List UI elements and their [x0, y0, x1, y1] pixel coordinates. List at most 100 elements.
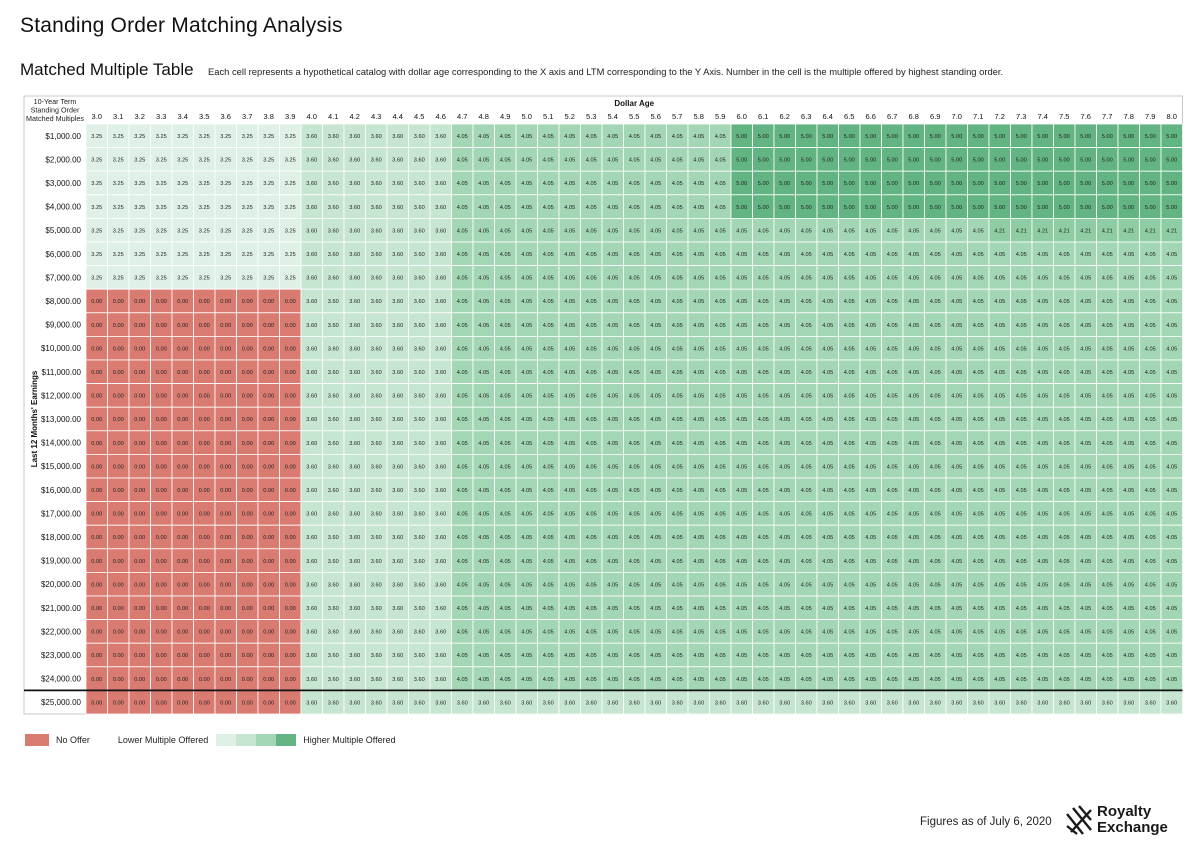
- cell-value-label: 4.05: [1145, 606, 1156, 612]
- cell-value-label: 0.00: [113, 653, 124, 659]
- cell-value-label: 4.05: [715, 181, 726, 187]
- y-tick-label: $1,000.00: [45, 132, 81, 141]
- cell-value-label: 4.05: [1102, 464, 1113, 470]
- cell-value-label: 0.00: [199, 606, 210, 612]
- cell-value-label: 4.05: [521, 559, 532, 565]
- cell-value-label: 0.00: [113, 559, 124, 565]
- cell-value-label: 4.05: [887, 370, 898, 376]
- cell-value-label: 4.05: [672, 370, 683, 376]
- cell-value-label: 4.05: [521, 488, 532, 494]
- cell-value-label: 4.05: [1016, 370, 1027, 376]
- cell-value-label: 4.05: [457, 559, 468, 565]
- x-tick-label: 6.0: [737, 112, 747, 121]
- cell-value-label: 4.05: [672, 488, 683, 494]
- cell-value-label: 3.60: [306, 346, 317, 352]
- cell-value-label: 4.05: [586, 653, 597, 659]
- cell-value-label: 3.25: [91, 158, 102, 164]
- cell-value-label: 4.05: [607, 417, 618, 423]
- cell-value-label: 4.05: [564, 512, 575, 518]
- cell-value-label: 4.21: [1166, 228, 1177, 234]
- cell-value-label: 3.60: [414, 488, 425, 494]
- cell-value-label: 0.00: [285, 700, 296, 706]
- cell-value-label: 0.00: [199, 417, 210, 423]
- cell-value-label: 5.00: [844, 181, 855, 187]
- cell-value-label: 3.60: [371, 346, 382, 352]
- cell-value-label: 3.60: [328, 464, 339, 470]
- cell-value-label: 0.00: [263, 559, 274, 565]
- cell-value-label: 3.60: [306, 653, 317, 659]
- cell-value-label: 4.05: [500, 677, 511, 683]
- cell-value-label: 4.05: [1080, 394, 1091, 400]
- cell-value-label: 4.05: [1037, 512, 1048, 518]
- cell-value-label: 0.00: [91, 512, 102, 518]
- cell-value-label: 5.00: [736, 134, 747, 140]
- cell-value-label: 0.00: [156, 299, 167, 305]
- cell-value-label: 3.25: [242, 276, 253, 282]
- cell-value-label: 4.05: [629, 417, 640, 423]
- cell-value-label: 4.05: [736, 276, 747, 282]
- x-tick-label: 4.9: [500, 112, 510, 121]
- cell-value-label: 0.00: [220, 535, 231, 541]
- cell-value-label: 4.05: [887, 323, 898, 329]
- cell-value-label: 3.25: [177, 252, 188, 258]
- cell-value-label: 0.00: [156, 677, 167, 683]
- cell-value-label: 4.05: [865, 346, 876, 352]
- cell-value-label: 3.25: [156, 181, 167, 187]
- cell-value-label: 4.05: [1037, 441, 1048, 447]
- cell-value-label: 4.05: [672, 299, 683, 305]
- cell-value-label: 4.05: [758, 323, 769, 329]
- cell-value-label: 4.05: [865, 488, 876, 494]
- cell-value-label: 4.05: [951, 606, 962, 612]
- cell-value-label: 3.25: [220, 181, 231, 187]
- cell-value-label: 4.05: [758, 370, 769, 376]
- cell-value-label: 4.05: [1145, 512, 1156, 518]
- cell-value-label: 4.05: [607, 677, 618, 683]
- cell-value-label: 0.00: [134, 394, 145, 400]
- x-tick-label: 7.7: [1102, 112, 1112, 121]
- cell-value-label: 0.00: [91, 417, 102, 423]
- cell-value-label: 4.05: [1059, 394, 1070, 400]
- x-tick-label: 5.3: [586, 112, 596, 121]
- cell-value-label: 3.25: [199, 205, 210, 211]
- cell-value-label: 3.25: [177, 205, 188, 211]
- cell-value-label: 5.00: [1016, 158, 1027, 164]
- cell-value-label: 5.00: [779, 134, 790, 140]
- cell-value-label: 4.05: [801, 559, 812, 565]
- cell-value-label: 4.05: [672, 205, 683, 211]
- cell-value-label: 0.00: [285, 582, 296, 588]
- cell-value-label: 5.00: [1145, 181, 1156, 187]
- cell-value-label: 3.60: [306, 181, 317, 187]
- cell-value-label: 3.60: [349, 582, 360, 588]
- cell-value-label: 3.60: [371, 582, 382, 588]
- cell-value-label: 0.00: [113, 700, 124, 706]
- cell-value-label: 4.05: [908, 535, 919, 541]
- cell-value-label: 4.05: [1059, 559, 1070, 565]
- cell-value-label: 4.05: [801, 653, 812, 659]
- cell-value-label: 4.05: [951, 394, 962, 400]
- y-tick-label: $12,000.00: [41, 391, 82, 400]
- cell-value-label: 0.00: [199, 512, 210, 518]
- cell-value-label: 3.60: [435, 323, 446, 329]
- cell-value-label: 4.05: [500, 323, 511, 329]
- cell-value-label: 4.05: [715, 464, 726, 470]
- cell-value-label: 0.00: [113, 323, 124, 329]
- cell-value-label: 3.25: [113, 228, 124, 234]
- cell-value-label: 4.05: [1102, 653, 1113, 659]
- cell-value-label: 3.60: [543, 700, 554, 706]
- cell-value-label: 4.05: [543, 582, 554, 588]
- cell-value-label: 0.00: [263, 582, 274, 588]
- cell-value-label: 0.00: [242, 653, 253, 659]
- cell-value-label: 5.00: [887, 134, 898, 140]
- cell-value-label: 4.05: [650, 370, 661, 376]
- cell-value-label: 3.25: [263, 181, 274, 187]
- cell-value-label: 4.05: [564, 299, 575, 305]
- cell-value-label: 3.60: [328, 653, 339, 659]
- cell-value-label: 0.00: [177, 370, 188, 376]
- cell-value-label: 3.25: [263, 158, 274, 164]
- cell-value-label: 3.60: [349, 370, 360, 376]
- cell-value-label: 4.05: [865, 228, 876, 234]
- cell-value-label: 4.05: [564, 677, 575, 683]
- cell-value-label: 4.05: [1145, 417, 1156, 423]
- cell-value-label: 4.05: [586, 417, 597, 423]
- cell-value-label: 4.05: [693, 630, 704, 636]
